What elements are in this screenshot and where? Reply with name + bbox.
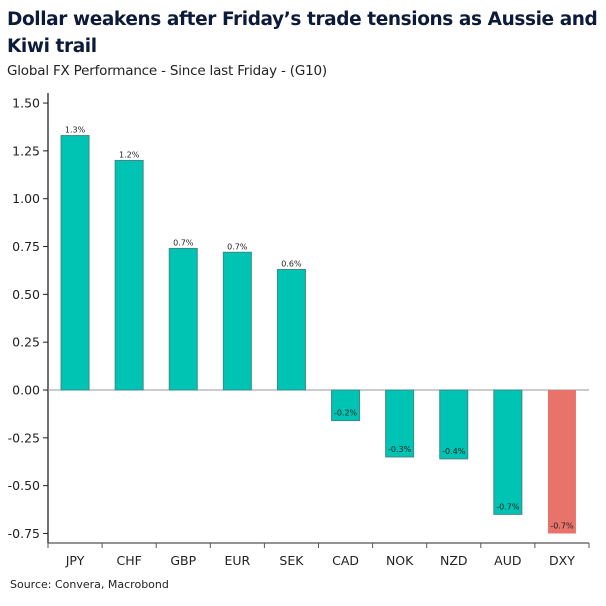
data-label-chf: 1.2% <box>119 150 140 159</box>
data-label-sek: 0.6% <box>281 259 302 268</box>
bar-nok <box>385 389 415 458</box>
y-tick-label: 1.50 <box>12 96 40 111</box>
chart-subtitle: Global FX Performance - Since last Frida… <box>7 63 327 79</box>
y-tick-label: -0.75 <box>8 526 40 541</box>
data-label-nok: -0.3% <box>388 445 412 454</box>
data-label-dxy: -0.7% <box>550 521 574 530</box>
y-tick-label: 0.25 <box>12 335 40 350</box>
data-label-jpy: 1.3% <box>65 126 86 135</box>
bar-chf <box>114 159 144 391</box>
x-tick-label: NOK <box>386 553 414 568</box>
bar-eur <box>222 251 252 391</box>
y-tick-label: -0.25 <box>8 430 40 445</box>
y-tick-label: 0.50 <box>12 287 40 302</box>
bar-cad <box>331 389 361 422</box>
data-label-gbp: 0.7% <box>173 238 194 247</box>
x-tick-label: CHF <box>116 553 141 568</box>
y-tick-label: -0.50 <box>8 478 40 493</box>
bar-gbp <box>168 247 198 391</box>
x-tick-label: SEK <box>279 553 304 568</box>
chart-title: Dollar weakens after Friday’s trade tens… <box>7 9 598 57</box>
x-tick-label: GBP <box>170 553 196 568</box>
y-tick-label: 1.25 <box>12 143 40 158</box>
data-label-aud: -0.7% <box>496 502 520 511</box>
data-label-eur: 0.7% <box>227 242 248 251</box>
y-tick-label: 0.75 <box>12 239 40 254</box>
bar-sek <box>276 268 306 391</box>
y-tick-label: 0.00 <box>12 383 40 398</box>
data-label-nzd: -0.4% <box>442 447 466 456</box>
bar-nzd <box>439 389 469 460</box>
bar-aud <box>493 389 523 515</box>
bar-jpy <box>60 135 90 391</box>
x-tick-label: AUD <box>494 553 521 568</box>
y-tick-label: 1.00 <box>12 191 40 206</box>
x-tick-label: NZD <box>440 553 468 568</box>
data-label-cad: -0.2% <box>334 409 358 418</box>
bar-dxy <box>547 390 576 534</box>
x-tick-label: DXY <box>549 553 575 568</box>
x-tick-label: EUR <box>224 553 250 568</box>
x-tick-label: CAD <box>332 553 359 568</box>
x-tick-label: JPY <box>65 553 85 568</box>
chart-source: Source: Convera, Macrobond <box>10 578 169 591</box>
